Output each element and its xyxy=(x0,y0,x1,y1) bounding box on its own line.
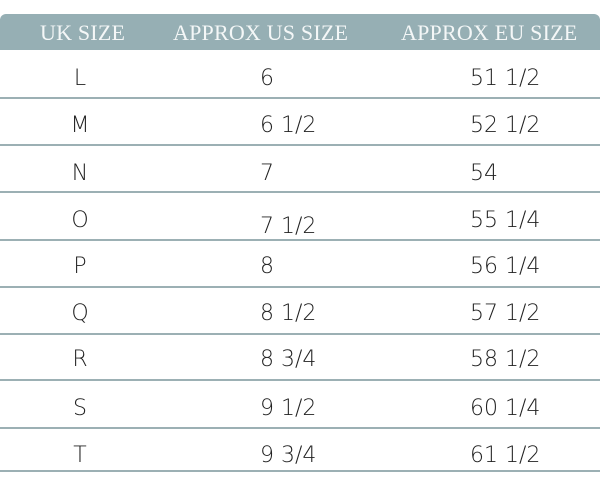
cell-us-size: 6 1/2 xyxy=(260,113,317,138)
cell-us-size: 7 1/2 xyxy=(260,214,317,239)
row-divider xyxy=(0,144,600,146)
table-header: UK SIZE APPROX US SIZE APPROX EU SIZE xyxy=(0,14,600,50)
cell-uk-size: Q xyxy=(71,301,89,326)
cell-uk-size: N xyxy=(71,161,89,186)
cell-uk-size: M xyxy=(70,113,90,138)
cell-uk-size: S xyxy=(73,396,87,421)
cell-us-size: 8 xyxy=(260,254,274,279)
row-divider xyxy=(0,239,600,241)
cell-us-size: 9 3/4 xyxy=(260,443,317,468)
cell-us-size: 8 3/4 xyxy=(260,347,317,372)
header-eu-size: APPROX EU SIZE xyxy=(401,20,578,45)
row-divider xyxy=(0,427,600,429)
row-divider xyxy=(0,470,600,472)
cell-eu-size: 57 1/2 xyxy=(470,301,541,326)
cell-uk-size: L xyxy=(73,66,87,91)
cell-us-size: 6 xyxy=(260,66,274,91)
cell-uk-size: O xyxy=(71,208,89,233)
cell-uk-size: R xyxy=(72,347,88,372)
row-divider xyxy=(0,379,600,381)
cell-eu-size: 54 xyxy=(470,161,498,186)
cell-us-size: 9 1/2 xyxy=(260,396,317,421)
cell-eu-size: 58 1/2 xyxy=(470,347,541,372)
cell-eu-size: 60 1/4 xyxy=(470,396,541,421)
cell-eu-size: 55 1/4 xyxy=(470,208,541,233)
cell-eu-size: 61 1/2 xyxy=(470,443,541,468)
row-divider xyxy=(0,333,600,335)
cell-us-size: 8 1/2 xyxy=(260,301,317,326)
cell-eu-size: 51 1/2 xyxy=(470,66,541,91)
cell-uk-size: P xyxy=(73,254,87,279)
cell-eu-size: 52 1/2 xyxy=(470,113,541,138)
header-us-size: APPROX US SIZE xyxy=(173,20,349,45)
cell-uk-size: T xyxy=(73,443,87,468)
row-divider xyxy=(0,286,600,288)
header-uk-size: UK SIZE xyxy=(40,20,126,45)
cell-eu-size: 56 1/4 xyxy=(470,254,541,279)
cell-us-size: 7 xyxy=(260,161,274,186)
row-divider xyxy=(0,191,600,193)
row-divider xyxy=(0,97,600,99)
